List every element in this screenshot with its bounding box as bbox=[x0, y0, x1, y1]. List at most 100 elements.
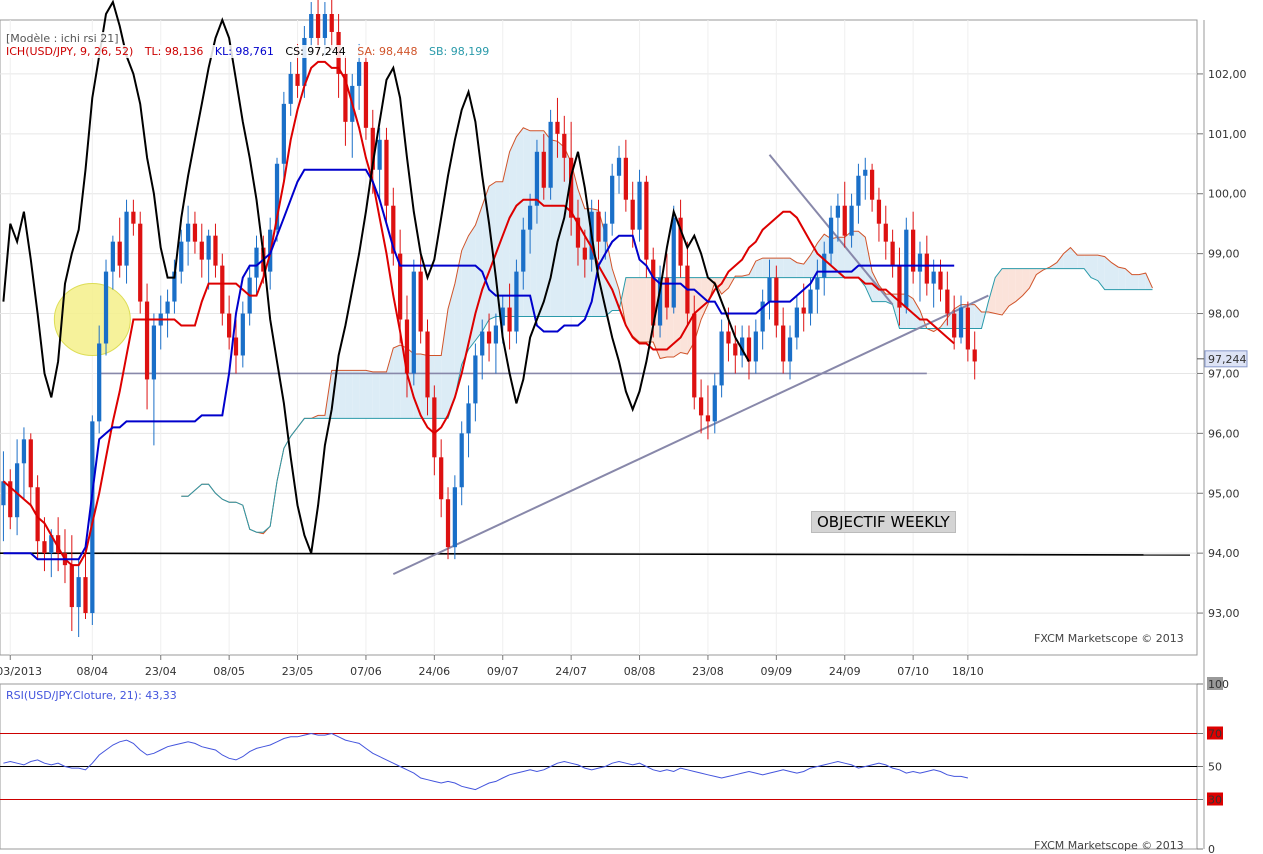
cloud-segment bbox=[372, 371, 380, 419]
watermark-bottom: FXCM Marketscope © 2013 bbox=[1034, 839, 1184, 852]
candle-body bbox=[233, 337, 239, 356]
cloud-segment bbox=[769, 258, 777, 278]
candle-body bbox=[199, 241, 204, 260]
x-tick-label: 24/09 bbox=[829, 665, 861, 678]
legend-indicators: ICH(USD/JPY, 9, 26, 52) TL: 98,136 KL: 9… bbox=[6, 45, 490, 58]
senkou-span-a-line bbox=[181, 127, 1153, 535]
rsi-tick-label: 50 bbox=[1208, 761, 1222, 774]
cloud-segment bbox=[776, 258, 784, 278]
candle-body bbox=[370, 127, 375, 170]
cloud-segment bbox=[454, 250, 462, 398]
candle-body bbox=[480, 331, 485, 356]
candle-body bbox=[965, 307, 970, 350]
price-tick-label: 96,00 bbox=[1208, 427, 1240, 440]
candle-body bbox=[452, 487, 457, 548]
price-tick-label: 99,00 bbox=[1208, 248, 1240, 261]
candle-body bbox=[740, 337, 745, 356]
candle-body bbox=[131, 211, 136, 224]
candle-body bbox=[240, 313, 245, 356]
legend-sb: SB: 98,199 bbox=[429, 45, 490, 58]
cloud-segment bbox=[359, 370, 366, 419]
candle-body bbox=[958, 307, 964, 338]
x-tick-label: 09/07 bbox=[487, 665, 519, 678]
rsi-tick-label: 70 bbox=[1208, 728, 1222, 741]
candle-body bbox=[42, 541, 47, 554]
cloud-segment bbox=[1104, 256, 1112, 290]
cloud-segment bbox=[1118, 267, 1126, 290]
candle-body bbox=[781, 325, 786, 362]
x-tick-label: 08/05 bbox=[213, 665, 245, 678]
candle-body bbox=[931, 271, 936, 284]
candle-body bbox=[828, 217, 834, 254]
candle-body bbox=[534, 151, 540, 206]
candle-body bbox=[49, 535, 54, 554]
candle-body bbox=[83, 577, 88, 614]
x-tick-label: 07/10 bbox=[897, 665, 929, 678]
tenkan-sen-line bbox=[2, 60, 955, 567]
x-tick-label: 24/06 bbox=[418, 665, 450, 678]
candle-body bbox=[439, 457, 444, 500]
candle-body bbox=[849, 205, 854, 236]
candle-body bbox=[384, 139, 389, 206]
cloud-segment bbox=[1077, 255, 1085, 269]
candle-body bbox=[753, 331, 758, 362]
candle-body bbox=[815, 277, 820, 290]
candle-body bbox=[124, 211, 129, 266]
candle-body bbox=[151, 325, 157, 380]
x-tick-label: 18/10 bbox=[952, 665, 984, 678]
candle-body bbox=[637, 181, 642, 230]
cloud-segment bbox=[345, 370, 353, 419]
candle-body bbox=[398, 253, 403, 320]
candle-body bbox=[603, 223, 608, 242]
candle-body bbox=[883, 223, 888, 242]
candle-body bbox=[445, 499, 451, 548]
candle-body bbox=[322, 14, 328, 38]
candle-body bbox=[651, 259, 656, 326]
candle-body bbox=[582, 247, 587, 260]
candle-body bbox=[719, 331, 724, 386]
cloud-segment bbox=[1097, 255, 1105, 290]
candle-body bbox=[21, 439, 27, 464]
candle-body bbox=[254, 247, 259, 278]
cloud-segment bbox=[338, 370, 346, 419]
legend-sa: SA: 98,448 bbox=[357, 45, 418, 58]
candle-body bbox=[281, 103, 286, 164]
price-tick-label: 97,00 bbox=[1208, 367, 1240, 380]
rsi-tick-label: 100 bbox=[1208, 678, 1229, 691]
candle-body bbox=[596, 211, 601, 242]
legend-model: [Modèle : ichi rsi 21] bbox=[6, 32, 119, 45]
candle-body bbox=[432, 397, 437, 458]
rsi-tick-label: 30 bbox=[1208, 794, 1222, 807]
candle-body bbox=[562, 133, 567, 158]
candle-body bbox=[705, 415, 711, 422]
candle-body bbox=[288, 73, 293, 104]
cloud-segment bbox=[1002, 268, 1009, 316]
candle-body bbox=[657, 277, 663, 326]
cloud-segment bbox=[988, 277, 996, 314]
cloud-segment bbox=[865, 237, 873, 302]
price-tick-label: 94,00 bbox=[1208, 547, 1240, 560]
cloud-segment bbox=[441, 309, 449, 419]
candle-body bbox=[822, 253, 827, 278]
candle-body bbox=[904, 229, 909, 308]
x-tick-label: 09/09 bbox=[760, 665, 792, 678]
cloud-segment bbox=[1138, 273, 1146, 290]
price-panel bbox=[0, 19, 1198, 656]
candle-body bbox=[1, 481, 6, 506]
x-tick-label: 18/03/2013 bbox=[0, 665, 42, 678]
candle-body bbox=[466, 403, 471, 434]
candles bbox=[1, 0, 977, 638]
candle-body bbox=[733, 343, 738, 356]
candle-body bbox=[185, 223, 191, 242]
candle-body bbox=[671, 217, 676, 308]
cloud-segment bbox=[502, 151, 510, 317]
objective-label: OBJECTIF WEEKLY bbox=[811, 511, 956, 533]
watermark-top: FXCM Marketscope © 2013 bbox=[1034, 632, 1184, 645]
candle-body bbox=[144, 301, 150, 380]
candle-body bbox=[90, 421, 95, 614]
candle-body bbox=[418, 271, 423, 332]
price-tick-label: 101,00 bbox=[1208, 128, 1247, 141]
cloud-segment bbox=[913, 298, 920, 329]
